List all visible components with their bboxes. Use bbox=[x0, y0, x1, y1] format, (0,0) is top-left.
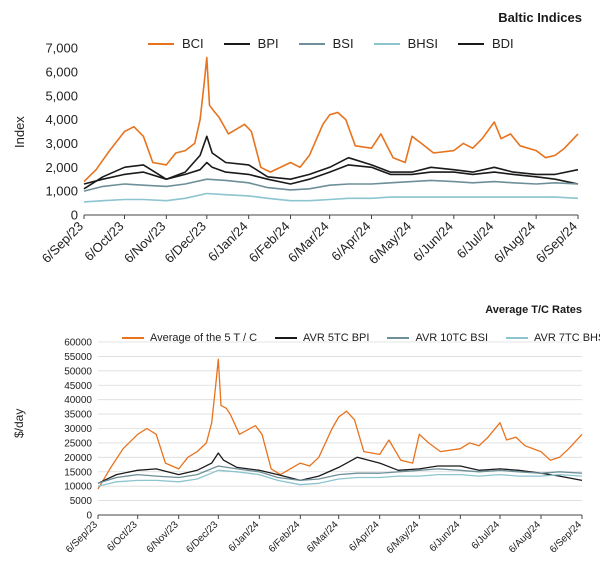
y-tick-label: 7,000 bbox=[45, 41, 78, 56]
legend-item: BSI bbox=[298, 36, 354, 51]
legend-label: AVR 5TC BPI bbox=[303, 332, 370, 344]
series-line-avr-7tc-bhsi bbox=[97, 469, 583, 487]
y-tick-label: 60000 bbox=[64, 338, 92, 349]
legend-label: BDI bbox=[491, 36, 514, 51]
x-tick-label: 6/Aug/24 bbox=[491, 219, 538, 266]
x-tick-label: 6/Oct/23 bbox=[105, 519, 140, 554]
y-tick-label: 25000 bbox=[64, 438, 92, 449]
x-tick-label: 6/Sep/23 bbox=[39, 219, 86, 266]
y-tick-label: 1,000 bbox=[45, 184, 78, 199]
legend-label: BHSI bbox=[407, 36, 438, 51]
legend-item: AVR 5TC BPI bbox=[275, 332, 369, 344]
legend-item: BPI bbox=[223, 36, 279, 51]
x-tick-label: 6/Mar/24 bbox=[305, 519, 341, 555]
y-tick-label: 20000 bbox=[64, 453, 92, 464]
chart-legend: Average of the 5 T / C AVR 5TC BPI AVR 10T… bbox=[122, 332, 600, 344]
x-tick-label: 6/Jun/24 bbox=[428, 519, 463, 554]
y-tick-label: 30000 bbox=[64, 424, 92, 435]
legend-label: BSI bbox=[332, 36, 354, 51]
chart-legend: BCI BPI BSI BHSI BDI bbox=[148, 36, 534, 51]
baltic-indices-chart: Baltic Indices BCI BPI BSI BHSI BDI Index 0 1… bbox=[12, 10, 582, 267]
series-line-bdi bbox=[83, 135, 579, 190]
chart-title: Baltic Indices bbox=[498, 10, 582, 25]
legend-swatch bbox=[148, 42, 174, 45]
legend-label: Average of the 5 T / C bbox=[150, 332, 258, 344]
y-tick-label: 50000 bbox=[64, 366, 92, 377]
average-tc-rates-chart: Average T/C Rates Average of the 5 T / C… bbox=[0, 290, 600, 580]
baltic-indices-plot: 0 1,000 2,000 3,000 4,000 5,000 6,000 7,000 6/Se… bbox=[39, 41, 580, 267]
x-tick-label: 6/Feb/24 bbox=[246, 219, 293, 266]
y-axis-label: $/day bbox=[12, 408, 26, 438]
x-tick-label: 6/Aug/24 bbox=[507, 519, 543, 555]
legend-swatch bbox=[223, 42, 250, 45]
series-line-bhsi bbox=[83, 192, 579, 203]
x-tick-label: 6/Jun/24 bbox=[410, 219, 456, 265]
legend-swatch bbox=[122, 337, 144, 339]
average-tc-rates-plot: 0 5000 10000 15000 20000 25000 30000 35000 40000… bbox=[64, 338, 584, 557]
y-tick-label: 6,000 bbox=[45, 64, 78, 79]
x-tick-label: 6/Nov/23 bbox=[121, 219, 168, 266]
x-tick-label: 6/Sep/24 bbox=[548, 519, 584, 555]
y-tick-label: 35000 bbox=[64, 410, 92, 421]
y-tick-label: 5,000 bbox=[45, 88, 78, 103]
y-tick-label: 55000 bbox=[64, 352, 92, 363]
y-tick-label: 0 bbox=[71, 208, 78, 223]
x-tick-label: 6/Mar/24 bbox=[285, 219, 332, 266]
series-line-avr-10tc-bsi bbox=[97, 465, 583, 484]
series-line-avr-5tc-bpi bbox=[97, 452, 583, 484]
x-tick-label: 6/Jan/24 bbox=[227, 519, 262, 554]
x-tick-label: 6/Sep/24 bbox=[533, 219, 580, 266]
x-tick-label: 6/Jan/24 bbox=[205, 219, 251, 265]
legend-swatch bbox=[506, 337, 528, 339]
x-tick-label: 6/Oct/23 bbox=[81, 219, 126, 264]
x-tick-label: 6/Dec/23 bbox=[162, 219, 209, 266]
y-tick-label: 5000 bbox=[70, 496, 93, 507]
legend-item: AVR 7TC BHSI bbox=[506, 332, 600, 344]
legend-item: AVR 10TC BSI bbox=[387, 332, 488, 344]
series-line-bsi bbox=[83, 178, 579, 192]
series-line-bci bbox=[83, 56, 579, 183]
series-line-average-of-the-5-t-c bbox=[97, 358, 583, 490]
legend-label: BPI bbox=[257, 36, 279, 51]
y-tick-label: 0 bbox=[86, 511, 92, 522]
legend-swatch bbox=[298, 42, 325, 45]
y-tick-label: 15000 bbox=[64, 467, 92, 478]
legend-item: BCI bbox=[148, 36, 204, 51]
legend-swatch bbox=[457, 42, 484, 45]
x-tick-label: 6/Sep/23 bbox=[64, 519, 100, 555]
x-tick-label: 6/May/24 bbox=[385, 519, 422, 556]
y-tick-label: 2,000 bbox=[45, 160, 78, 175]
x-tick-label: 6/Dec/23 bbox=[184, 519, 220, 555]
y-tick-label: 40000 bbox=[64, 395, 92, 406]
legend-label: BCI bbox=[182, 36, 204, 51]
legend-item: BHSI bbox=[373, 36, 438, 51]
chart-title: Average T/C Rates bbox=[485, 304, 582, 316]
y-tick-label: 3,000 bbox=[45, 136, 78, 151]
x-tick-label: 6/Nov/23 bbox=[145, 519, 181, 555]
y-tick-label: 4,000 bbox=[45, 112, 78, 127]
legend-swatch bbox=[387, 337, 410, 339]
legend-label: AVR 7TC BHSI bbox=[534, 332, 600, 344]
y-axis-label: Index bbox=[12, 116, 27, 148]
legend-swatch bbox=[373, 42, 400, 45]
legend-item: Average of the 5 T / C bbox=[122, 332, 257, 344]
x-tick-label: 6/Feb/24 bbox=[267, 519, 303, 555]
legend-item: BDI bbox=[457, 36, 514, 51]
x-tick-label: 6/Apr/24 bbox=[347, 519, 382, 554]
legend-swatch bbox=[275, 337, 298, 339]
legend-label: AVR 10TC BSI bbox=[415, 332, 488, 344]
y-tick-label: 45000 bbox=[64, 381, 92, 392]
y-tick-label: 10000 bbox=[64, 482, 92, 493]
x-tick-label: 6/May/24 bbox=[366, 219, 414, 267]
x-tick-label: 6/Jul/24 bbox=[470, 519, 503, 552]
